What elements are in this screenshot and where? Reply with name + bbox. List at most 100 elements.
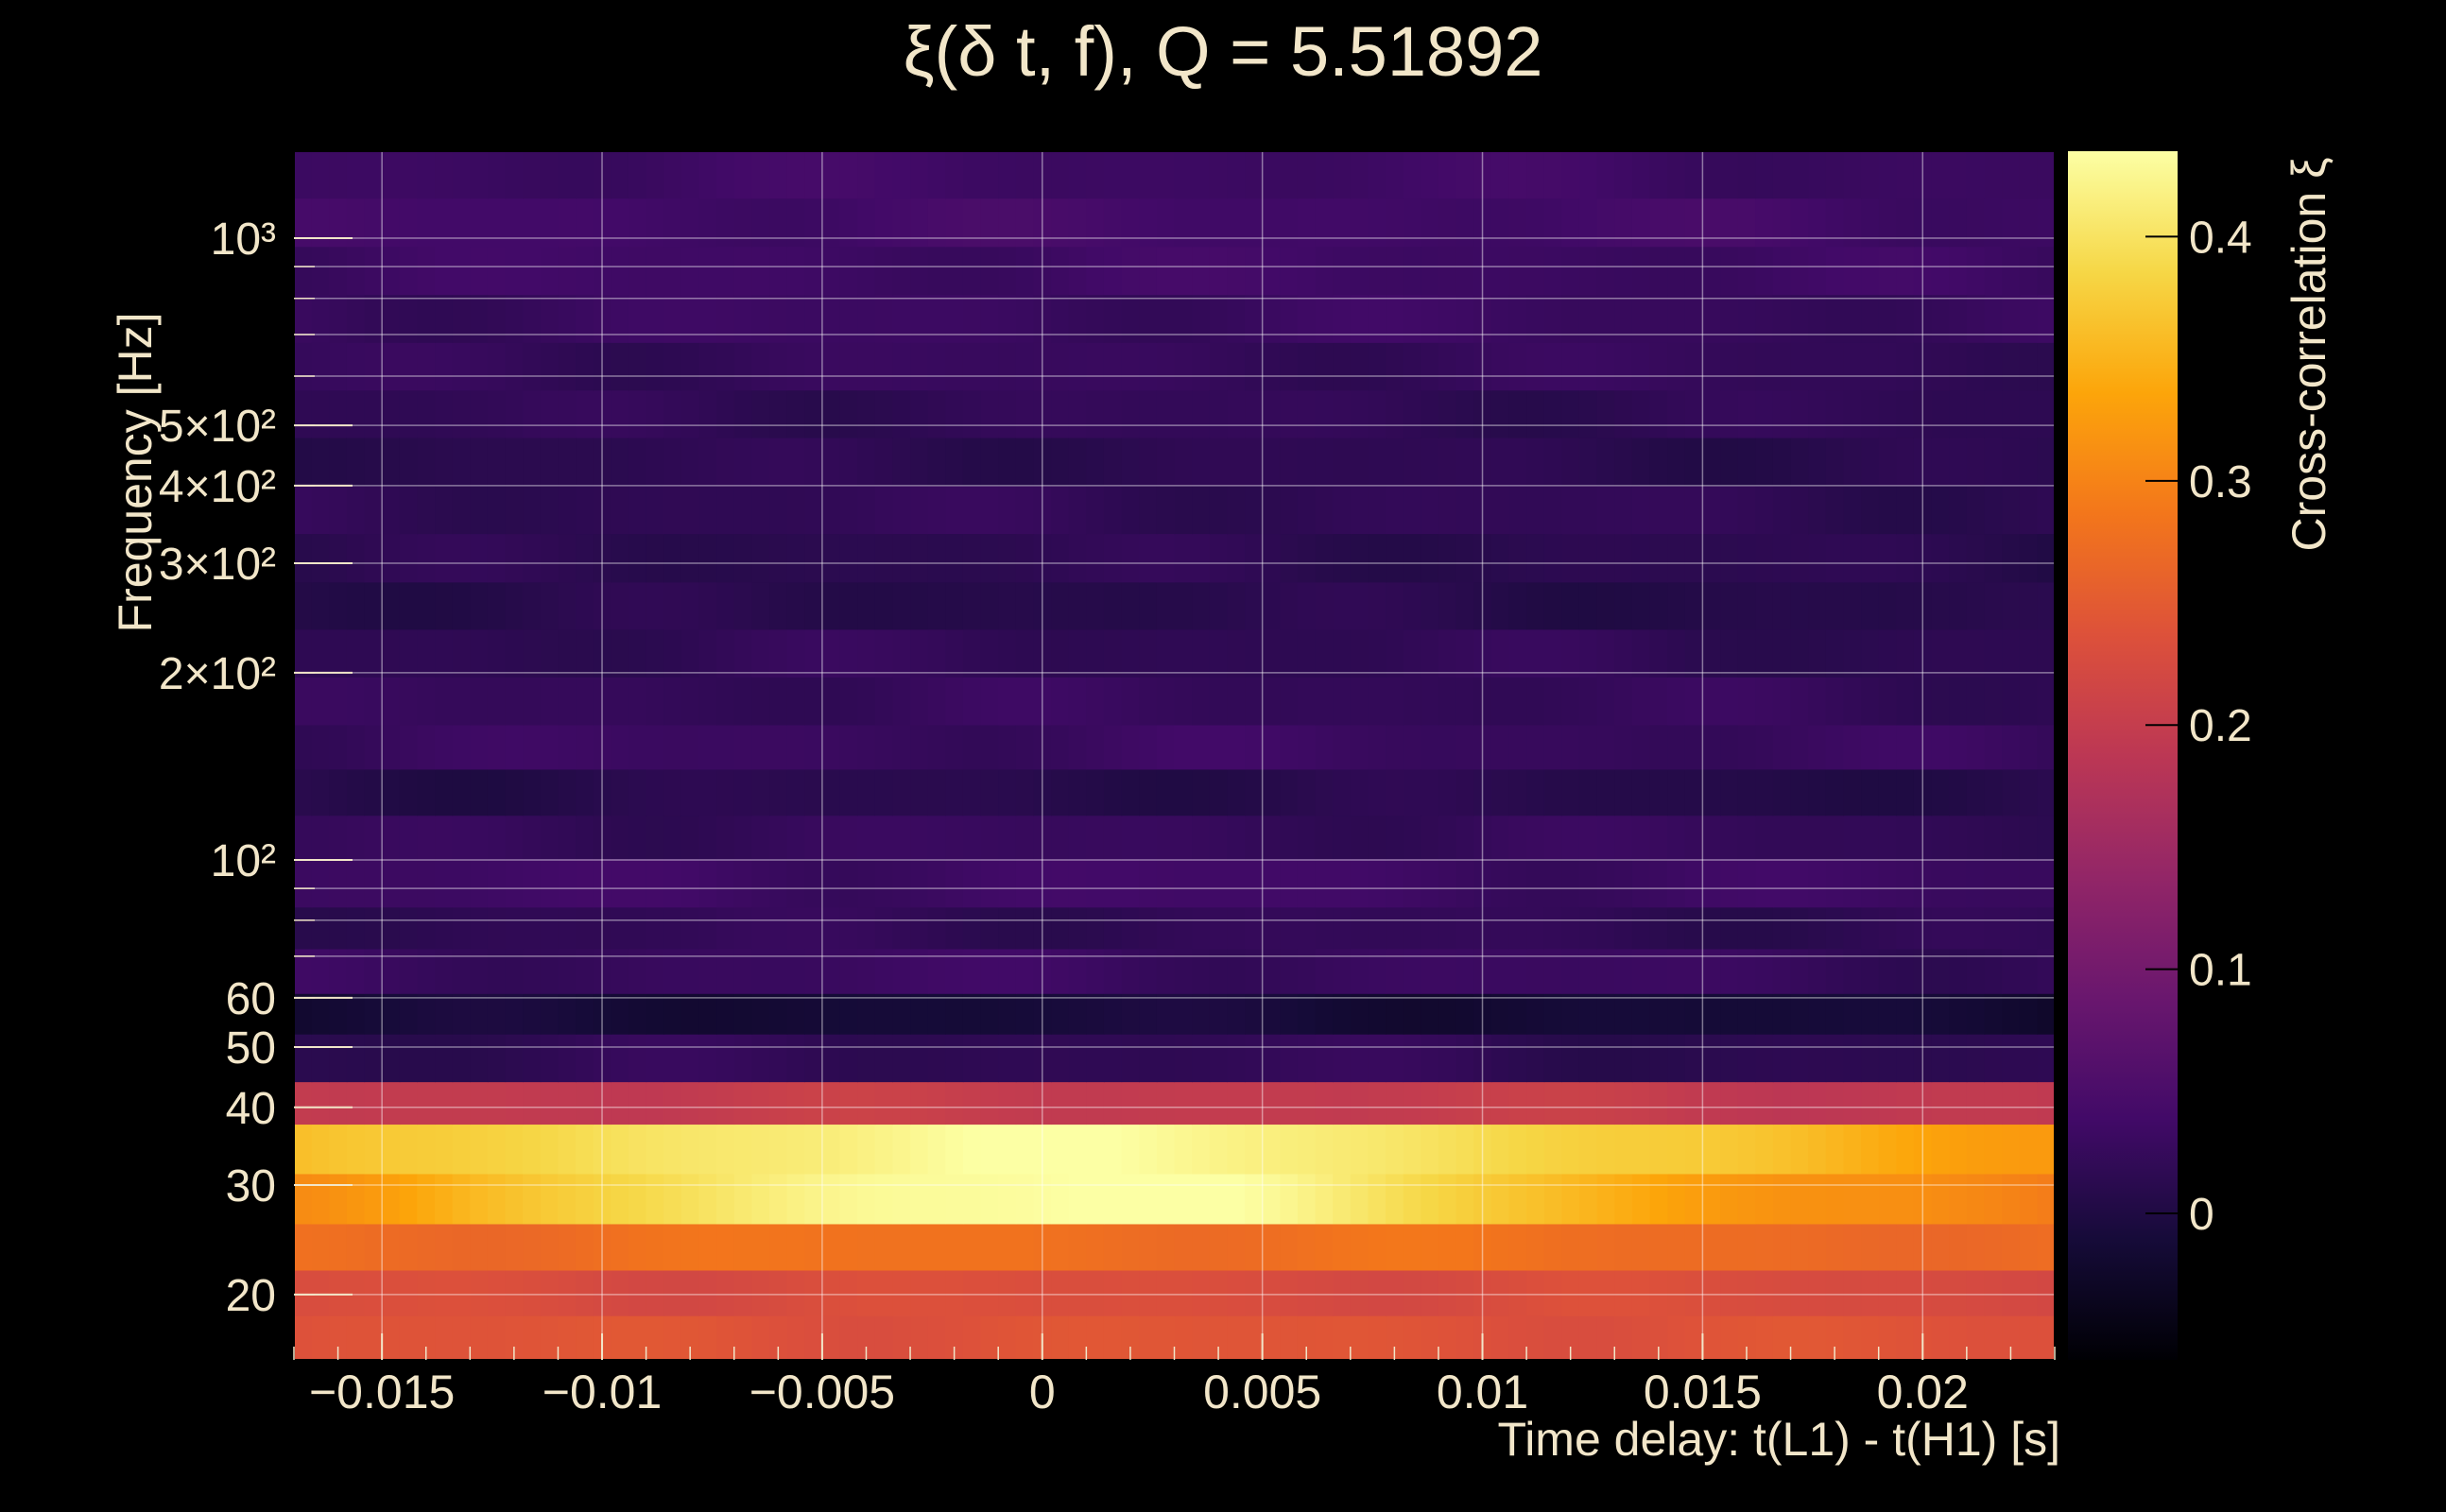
heatmap-cell [821,1173,841,1225]
heatmap-cell [1103,858,1123,908]
heatmap-cell [1315,724,1334,770]
heatmap-cell [435,1173,454,1225]
heatmap-cell [1684,151,1703,199]
heatmap-cell [1086,906,1105,950]
heatmap-cell [399,1223,419,1271]
heatmap-cell [1966,858,1986,908]
heatmap-cell [804,294,823,343]
heatmap-cell [1368,1081,1387,1125]
heatmap-cell [663,1223,682,1271]
heatmap-cell [1227,581,1246,630]
heatmap-cell [1490,1124,1510,1175]
heatmap-cell [839,1315,858,1360]
y-tick-label: 10³ [211,215,276,265]
heatmap-cell [839,151,858,199]
heatmap-cell [1631,151,1651,199]
heatmap-cell [1473,815,1492,860]
heatmap-cell [1421,677,1439,726]
heatmap-cell [540,815,560,860]
heatmap-cell [1772,342,1792,391]
heatmap-cell [1702,151,1721,199]
heatmap-cell [962,724,982,770]
heatmap-cell [364,815,383,860]
heatmap-cell [1015,1081,1035,1125]
heatmap-cell [1790,581,1809,630]
heatmap-cell [1262,906,1281,950]
heatmap-cell [1720,628,1739,678]
heatmap-cell [1737,1269,1756,1316]
heatmap-cell [1015,151,1035,199]
heatmap-cell [1333,1223,1352,1271]
heatmap-cell [892,993,911,1035]
heatmap-cell [1103,581,1123,630]
heatmap-cell [769,724,788,770]
heatmap-cell [1121,906,1140,950]
heatmap-cell [1720,724,1739,770]
heatmap-cell [628,1223,647,1271]
heatmap-cell [399,1081,419,1125]
heatmap-cell [663,389,682,438]
heatmap-cell [663,768,682,816]
heatmap-cell [1614,768,1633,816]
heatmap-cell [1790,151,1809,199]
heatmap-cell [751,628,770,678]
heatmap-cell [646,198,664,248]
heatmap-cell [821,389,841,438]
heatmap-cell [1156,724,1176,770]
heatmap-cell [1878,1269,1897,1316]
heatmap-cell [1984,1269,2003,1316]
heatmap-cell [1421,906,1439,950]
heatmap-cell [1931,628,1950,678]
heatmap-cell [1403,906,1421,950]
heatmap-cell [382,768,401,816]
heatmap-cell [523,1081,542,1125]
heatmap-cell [1086,198,1105,248]
heatmap-cell [1421,437,1439,487]
heatmap-cell [558,677,577,726]
heatmap-cell [2002,1034,2021,1083]
heatmap-cell [1913,389,1933,438]
heatmap-cell [2037,533,2055,583]
heatmap-cell [1438,533,1457,583]
heatmap-cell [399,485,419,535]
heatmap-cell [1103,768,1123,816]
heatmap-cell [962,198,982,248]
heatmap-cell [1984,1124,2003,1175]
heatmap-cell [927,389,946,438]
heatmap-cell [1139,437,1158,487]
heatmap-cell [1245,342,1264,391]
y-tick-label: 10² [211,836,276,886]
heatmap-cell [998,858,1017,908]
heatmap-cell [576,294,594,343]
heatmap-cell [1033,1269,1052,1316]
heatmap-cell [874,342,894,391]
heatmap-cell [1913,858,1933,908]
heatmap-cell [523,1269,542,1316]
heatmap-cell [1245,724,1264,770]
heatmap-cell [716,294,735,343]
heatmap-cell [1174,246,1193,296]
heatmap-cell [311,1034,330,1083]
heatmap-cell [1720,948,1739,994]
heatmap-cell [646,294,664,343]
heatmap-cell [1174,768,1193,816]
heatmap-cell [804,628,823,678]
heatmap-cell [1667,1124,1686,1175]
heatmap-cell [611,294,629,343]
heatmap-cell [1561,485,1580,535]
heatmap-cell [1315,1315,1334,1360]
heatmap-cell [1508,1223,1527,1271]
heatmap-cell [733,294,752,343]
heatmap-cell [2019,151,2038,199]
heatmap-cell [998,1173,1017,1225]
heatmap-cell [294,294,313,343]
heatmap-cell [1649,485,1668,535]
heatmap-cell [1192,1269,1211,1316]
heatmap-cell [470,198,489,248]
heatmap-cell [733,1269,752,1316]
heatmap-cell [1192,628,1211,678]
heatmap-cell [364,485,383,535]
heatmap-cell [1403,1223,1421,1271]
heatmap-cell [1843,1223,1862,1271]
heatmap-cell [1614,724,1633,770]
